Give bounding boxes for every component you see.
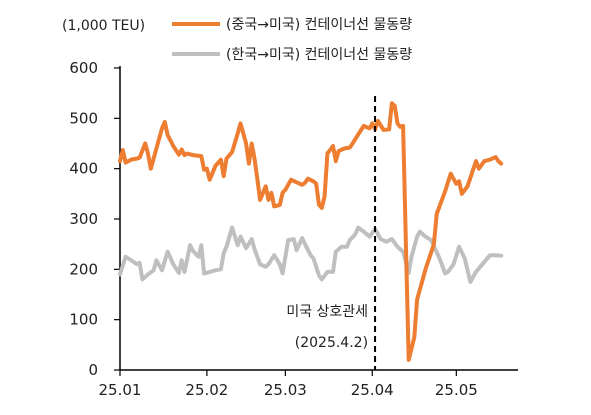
x-tick-label: 25.05 <box>435 381 478 399</box>
y-tick-label: 0 <box>88 361 98 379</box>
x-tick-label: 25.03 <box>264 381 307 399</box>
x-tick-label: 25.01 <box>99 381 142 399</box>
y-tick-label: 600 <box>69 59 98 77</box>
y-unit-label: (1,000 TEU) <box>62 18 145 34</box>
legend-label-korea: (한국→미국) 컨테이너선 물동량 <box>226 47 412 63</box>
x-tick-label: 25.04 <box>351 381 394 399</box>
y-tick-label: 300 <box>69 210 98 228</box>
series-layer <box>118 101 504 362</box>
axes: 0 100 200 300 400 500 600 25.01 25.02 25.03 25.04 2… <box>69 59 518 399</box>
legend: (중국→미국) 컨테이너선 물동량 (한국→미국) 컨테이너선 물동량 <box>172 17 412 63</box>
legend-label-china: (중국→미국) 컨테이너선 물동량 <box>226 17 412 33</box>
tariff-annotation-date: (2025.4.2) <box>295 335 368 351</box>
y-tick-label: 500 <box>69 109 98 127</box>
x-tick-label: 25.02 <box>185 381 228 399</box>
series-line-china-to-us <box>118 101 504 362</box>
y-tick-label: 200 <box>69 260 98 278</box>
tariff-annotation: 미국 상호관세 (2025.4.2) <box>286 96 377 370</box>
series-line-korea-to-us <box>118 225 504 284</box>
y-tick-label: 400 <box>69 160 98 178</box>
tariff-annotation-title: 미국 상호관세 <box>286 304 368 320</box>
y-tick-label: 100 <box>69 311 98 329</box>
